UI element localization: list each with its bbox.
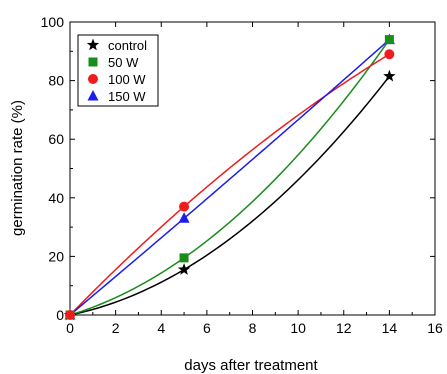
legend-marker-circle — [88, 74, 98, 84]
legend: control 50 W 100 W 150 W — [77, 34, 159, 107]
x-tick-label: 2 — [112, 320, 120, 336]
data-point-star — [383, 69, 396, 82]
legend-label: control — [108, 38, 147, 53]
legend-label: 150 W — [108, 89, 146, 104]
data-point-circle — [65, 310, 75, 320]
data-point-triangle — [178, 212, 190, 223]
data-point-square — [179, 253, 189, 263]
fit-curves — [69, 39, 390, 316]
data-point-star — [177, 263, 191, 275]
x-tick-label: 8 — [249, 320, 257, 336]
x-tick-label: 10 — [290, 320, 306, 336]
fit-curve-square — [69, 39, 390, 316]
y-tick-label: 0 — [56, 307, 64, 323]
x-tick-label: 0 — [66, 320, 74, 336]
x-tick-label: 12 — [336, 320, 352, 336]
axes: 0 2 4 6 8 10 12 14 16 0 20 40 60 80 100 — [41, 14, 443, 336]
x-tick-label: 4 — [157, 320, 165, 336]
x-axis-label: days after treatment — [184, 357, 318, 374]
x-tick-label: 16 — [427, 320, 443, 336]
legend-marker-square — [88, 57, 98, 67]
legend-label: 50 W — [108, 55, 139, 70]
data-point-circle — [384, 49, 395, 60]
legend-marker-star — [86, 38, 100, 51]
y-axis-label: germination rate (%) — [9, 100, 26, 236]
fit-curve-triangle — [69, 39, 390, 316]
y-tick-label: 40 — [48, 190, 64, 206]
y-tick-label: 100 — [41, 14, 65, 30]
legend-label: 100 W — [108, 72, 146, 87]
y-tick-label: 60 — [48, 131, 64, 147]
y-tick-label: 20 — [48, 248, 64, 264]
fit-curve-circle — [69, 53, 390, 316]
x-tick-label: 6 — [203, 320, 211, 336]
legend-marker-triangle — [87, 90, 99, 101]
x-tick-label: 14 — [382, 320, 398, 336]
y-tick-label: 80 — [48, 73, 64, 89]
data-markers — [63, 33, 396, 321]
data-point-square — [384, 35, 394, 45]
fit-curve-star — [69, 75, 390, 316]
data-point-circle — [179, 201, 190, 212]
